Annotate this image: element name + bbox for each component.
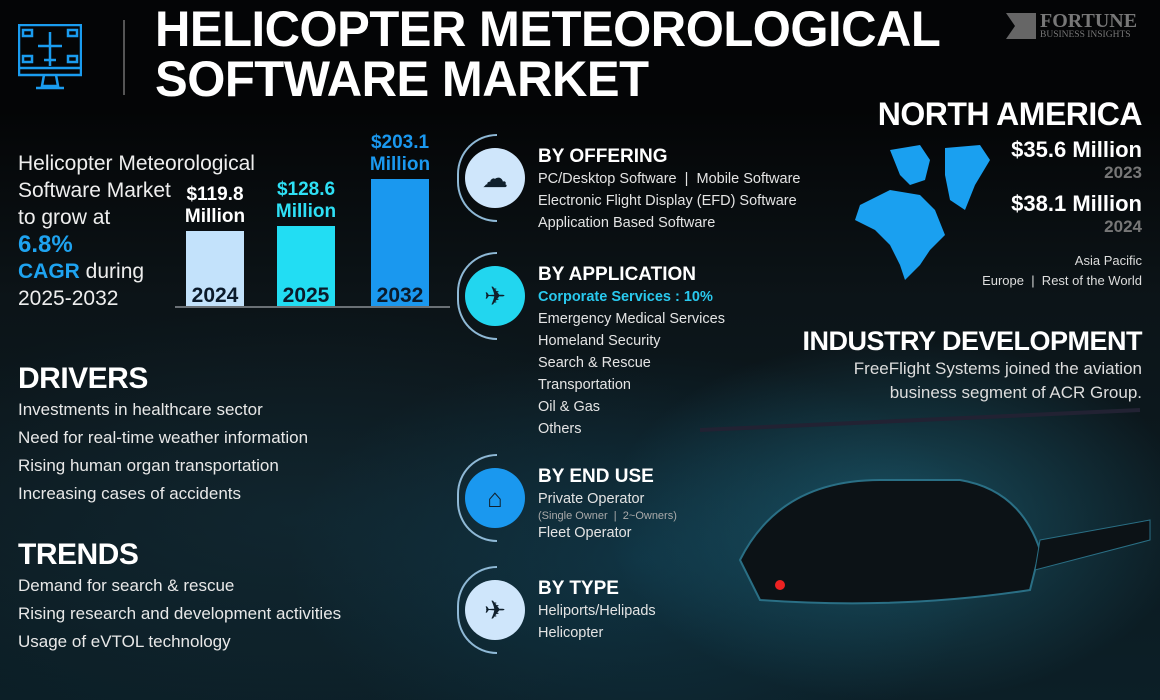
list-item: Increasing cases of accidents <box>18 484 242 503</box>
helicopter-wifi-icon: ✈ <box>465 266 525 326</box>
bar-unit: Million <box>369 154 431 175</box>
segment-heading: BY TYPE <box>538 578 619 599</box>
bar-value: $119.8 <box>186 184 244 205</box>
segment-item: Search & Rescue <box>538 355 651 371</box>
market-size-bar-chart: $119.8 Million 2024 $128.6 Million 2025 $203.1… <box>175 120 450 310</box>
bar-category: 2032 <box>376 284 424 307</box>
monitor-airplane-icon <box>18 24 82 90</box>
drivers-list: Investments in healthcare sector Need for… <box>18 396 308 508</box>
segment-subitem: (Single Owner | 2~Owners) <box>538 510 677 522</box>
title-line-1: HELICOPTER METEOROLOGICAL <box>155 1 941 57</box>
helicopter-hangar-icon: ⌂ <box>465 468 525 528</box>
bar-unit: Million <box>275 201 337 222</box>
drivers-section: DRIVERS Investments in healthcare sector… <box>18 362 308 508</box>
region-section: NORTH AMERICA $35.6 Million 2023 $38.1 M… <box>877 96 1143 291</box>
segment-item: Others <box>538 421 582 437</box>
list-item: Usage of eVTOL technology <box>18 632 231 651</box>
region-value-2024: $38.1 Million <box>1011 191 1142 216</box>
list-item: Need for real-time weather information <box>18 428 309 447</box>
region-heading: NORTH AMERICA <box>877 96 1143 132</box>
cagr-label: CAGR <box>18 260 80 283</box>
trends-list: Demand for search & rescue Rising researc… <box>18 572 341 656</box>
segment-item: Application Based Software <box>538 215 716 231</box>
industry-text: business segment of ACR Group. <box>889 383 1142 402</box>
helicopter-icon: ✈ <box>465 580 525 640</box>
segment-item: Fleet Operator <box>538 525 632 541</box>
intro-line: to grow at <box>18 206 111 229</box>
list-item: Demand for search & rescue <box>18 576 235 595</box>
logo-mark-icon <box>1006 13 1036 39</box>
segment-item: Emergency Medical Services <box>538 311 725 327</box>
other-regions: Europe | Rest of the World <box>982 273 1142 288</box>
intro-line: Software Market <box>18 179 171 202</box>
bar-2025: $128.6 Million 2025 <box>276 179 336 307</box>
bar-value-label: $128.6 Million <box>276 179 336 223</box>
cagr-value: 6.8% <box>18 231 73 258</box>
bar-category: 2025 <box>282 284 330 307</box>
title-line-2: SOFTWARE MARKET <box>155 51 649 107</box>
other-region: Asia Pacific <box>1074 253 1142 268</box>
industry-text: FreeFlight Systems joined the aviation <box>853 359 1142 378</box>
segment-item: Transportation <box>538 377 631 393</box>
logo-sub: BUSINESS INSIGHTS <box>1040 30 1131 40</box>
segment-heading: BY OFFERING <box>538 146 668 167</box>
segment-highlight: Corporate Services : 10% <box>538 289 713 305</box>
segment-item: Oil & Gas <box>538 399 601 415</box>
region-value-2023: $35.6 Million <box>1011 137 1142 162</box>
segment-item: Homeland Security <box>538 333 661 349</box>
segment-item: Private Operator <box>538 491 645 507</box>
logo-name: FORTUNE <box>1040 10 1138 32</box>
bar-2024: $119.8 Million 2024 <box>185 184 245 307</box>
market-intro: Helicopter Meteorological Software Marke… <box>18 150 255 312</box>
intro-line: Helicopter Meteorological <box>18 152 255 175</box>
segment-heading: BY APPLICATION <box>538 264 696 285</box>
drivers-heading: DRIVERS <box>18 362 148 395</box>
segment-item: Heliports/Helipads <box>538 603 656 619</box>
trends-heading: TRENDS <box>18 538 139 571</box>
industry-heading: INDUSTRY DEVELOPMENT <box>802 326 1142 356</box>
region-year-2024: 2024 <box>1104 217 1142 236</box>
helicopter-weather-icon: ☁ <box>465 148 525 208</box>
bar-value: $203.1 <box>370 132 430 153</box>
list-item: Rising research and development activiti… <box>18 604 342 623</box>
page-title: HELICOPTER METEOROLOGICAL SOFTWARE MARKE… <box>155 1 941 107</box>
list-item: Rising human organ transportation <box>18 456 279 475</box>
bar-value: $128.6 <box>276 179 336 200</box>
north-america-map <box>855 145 990 280</box>
industry-section: INDUSTRY DEVELOPMENT FreeFlight Systems … <box>802 326 1142 405</box>
intro-during: during <box>79 260 145 283</box>
title-divider <box>123 20 125 95</box>
bar-value-label: $203.1 Million <box>370 132 430 176</box>
trends-section: TRENDS Demand for search & rescue Rising … <box>18 538 341 656</box>
helicopter-illustration <box>700 408 1151 605</box>
segment-item: PC/Desktop Software | Mobile Software <box>538 171 801 187</box>
chart-baseline <box>175 306 450 308</box>
list-item: Investments in healthcare sector <box>18 400 263 419</box>
segment-item: Electronic Flight Display (EFD) Software <box>538 193 797 209</box>
bar-value-label: $119.8 Million <box>185 184 245 228</box>
bar-category: 2024 <box>191 284 239 307</box>
forecast-period: 2025-2032 <box>18 287 119 310</box>
segment-item: Helicopter <box>538 625 604 641</box>
bar-2032: $203.1 Million 2032 <box>370 132 430 307</box>
segment-heading: BY END USE <box>538 466 654 487</box>
logo: FORTUNE BUSINESS INSIGHTS <box>1006 10 1138 40</box>
region-year-2023: 2023 <box>1104 163 1142 182</box>
bar-unit: Million <box>184 206 246 227</box>
